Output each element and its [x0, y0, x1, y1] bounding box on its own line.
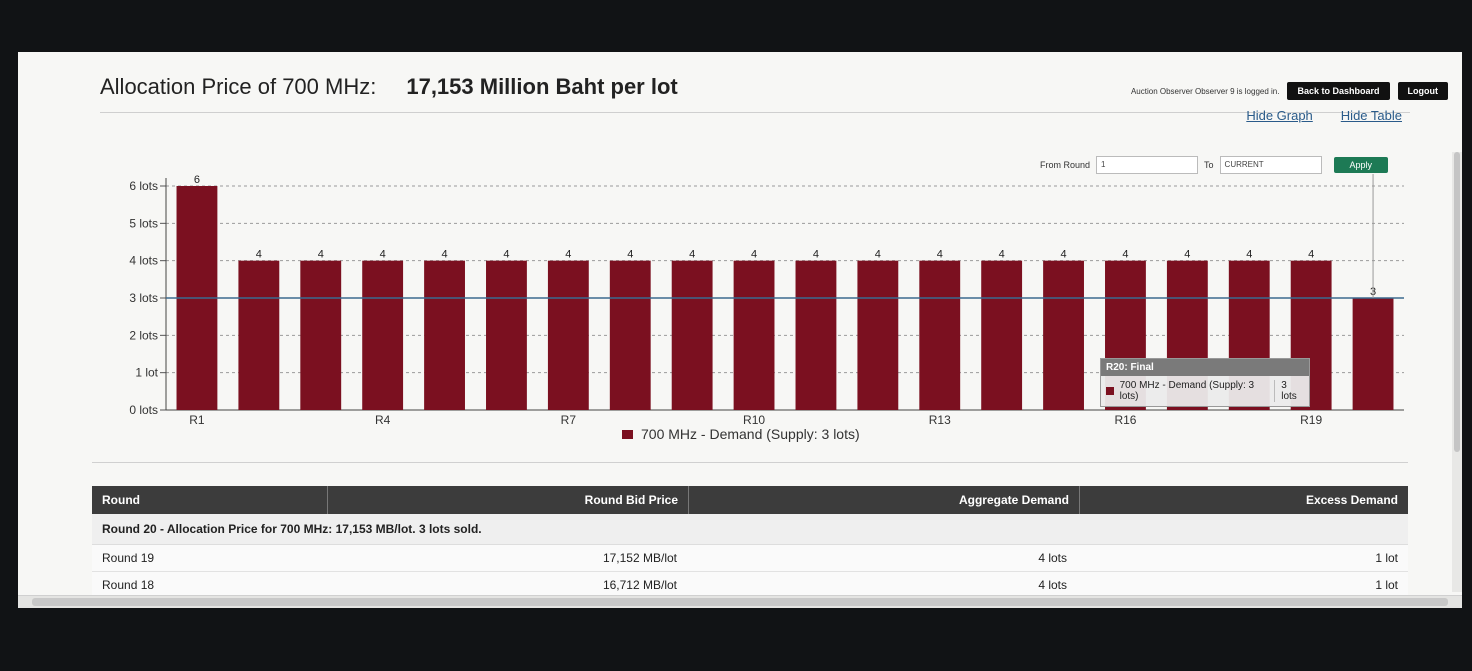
from-round-label: From Round: [1040, 160, 1091, 170]
y-tick-label: 1 lot: [135, 366, 158, 380]
x-tick-label: R13: [929, 413, 951, 427]
bar: [362, 260, 404, 410]
bar: [795, 260, 837, 410]
header-round[interactable]: Round: [92, 486, 328, 514]
bar: [486, 260, 527, 410]
bar: [1043, 260, 1084, 410]
tooltip-series: 700 MHz - Demand (Supply: 3 lots): [1119, 380, 1255, 402]
x-tick-label: R16: [1114, 413, 1136, 427]
allocation-price-value: 17,153 Million Baht per lot: [406, 74, 678, 99]
to-round-input[interactable]: CURRENT: [1219, 156, 1322, 174]
y-tick-label: 2 lots: [129, 328, 158, 342]
hide-table-link[interactable]: Hide Table: [1340, 108, 1402, 123]
data-label: 4: [503, 249, 509, 261]
data-label: 4: [1308, 249, 1314, 261]
rounds-table: Round Round Bid Price Aggregate Demand E…: [92, 486, 1408, 599]
cell-demand: 4 lots: [1038, 578, 1067, 592]
data-label: 4: [1184, 249, 1190, 261]
round-filter: From Round 1 To CURRENT Apply: [1040, 156, 1389, 174]
cell-price: 17,152 MB/lot: [602, 551, 677, 565]
allocation-row: Round 20 - Allocation Price for 700 MHz:…: [92, 514, 1408, 545]
data-label: 4: [441, 249, 447, 261]
data-label: 4: [813, 249, 819, 261]
data-label: 4: [318, 249, 324, 261]
tooltip-value: 3 lots: [1274, 380, 1304, 402]
back-to-dashboard-button[interactable]: Back to Dashboard: [1287, 82, 1390, 100]
y-tick-label: 4 lots: [129, 254, 158, 268]
section-divider: [92, 462, 1408, 463]
data-label: 4: [565, 249, 571, 261]
data-label: 4: [380, 249, 386, 261]
bar: [919, 260, 961, 410]
data-label: 4: [1122, 249, 1128, 261]
cell-price: 16,712 MB/lot: [602, 578, 677, 592]
x-tick-label: R7: [561, 413, 577, 427]
data-label: 4: [937, 249, 943, 261]
x-tick-label: R19: [1300, 413, 1322, 427]
chart-tooltip: R20: Final 700 MHz - Demand (Supply: 3 l…: [1100, 358, 1310, 407]
header-aggregate-demand[interactable]: Aggregate Demand: [689, 486, 1080, 514]
view-links: Hide Graph Hide Table: [1246, 108, 1402, 123]
title-divider: [100, 112, 1410, 113]
login-status: Auction Observer Observer 9 is logged in…: [1130, 86, 1280, 96]
bar: [671, 260, 713, 410]
cell-excess: 1 lot: [1375, 578, 1398, 592]
user-bar: Auction Observer Observer 9 is logged in…: [1131, 82, 1448, 100]
data-label: 4: [1246, 249, 1252, 261]
title-label: Allocation Price of 700 MHz:: [100, 74, 377, 99]
hide-graph-link[interactable]: Hide Graph: [1246, 108, 1313, 123]
horizontal-scrollbar[interactable]: [18, 595, 1462, 608]
cell-demand: 4 lots: [1038, 551, 1067, 565]
x-tick-label: R10: [743, 413, 765, 427]
data-label: 4: [627, 249, 633, 261]
header-round-bid-price[interactable]: Round Bid Price: [328, 486, 689, 514]
bar: [981, 260, 1023, 410]
header-excess-demand[interactable]: Excess Demand: [1305, 493, 1398, 507]
page-title: Allocation Price of 700 MHz: 17,153 Milli…: [100, 74, 678, 100]
y-tick-label: 0 lots: [129, 403, 158, 417]
tooltip-swatch: [1106, 387, 1114, 395]
bar: [857, 260, 899, 410]
cell-excess: 1 lot: [1375, 551, 1398, 565]
cell-round: Round 18: [102, 578, 155, 592]
y-tick-label: 6 lots: [129, 179, 158, 193]
apply-button[interactable]: Apply: [1333, 157, 1389, 173]
data-label: 4: [999, 249, 1005, 261]
bar: [547, 260, 589, 410]
data-label: 4: [751, 249, 757, 261]
bar: [609, 260, 651, 410]
data-label: 4: [1060, 249, 1066, 261]
y-tick-label: 5 lots: [129, 216, 158, 230]
x-tick-label: R4: [375, 413, 391, 427]
bar: [1352, 298, 1394, 410]
to-round-label: To: [1204, 160, 1214, 170]
bar: [733, 260, 775, 410]
tooltip-title: R20: Final: [1101, 359, 1309, 376]
logout-button[interactable]: Logout: [1397, 82, 1448, 100]
x-tick-label: R1: [189, 413, 205, 427]
vertical-scrollbar[interactable]: [1452, 152, 1462, 592]
y-tick-label: 3 lots: [129, 291, 158, 305]
data-label: 4: [689, 249, 695, 261]
data-label: 6: [194, 174, 200, 186]
chart-legend[interactable]: 700 MHz - Demand (Supply: 3 lots): [622, 426, 860, 442]
legend-swatch: [622, 429, 633, 439]
from-round-input[interactable]: 1: [1096, 156, 1199, 174]
bar: [238, 260, 280, 410]
table-row[interactable]: Round 19 17,152 MB/lot 4 lots 1 lot: [92, 545, 1408, 572]
data-label: 4: [256, 249, 262, 261]
app-screen: Allocation Price of 700 MHz: 17,153 Milli…: [18, 52, 1462, 608]
bar: [300, 260, 342, 410]
legend-label: 700 MHz - Demand (Supply: 3 lots): [641, 426, 860, 442]
data-label: 4: [875, 249, 881, 261]
cell-round: Round 19: [102, 551, 155, 565]
bar: [424, 260, 465, 410]
table-header: Round Round Bid Price Aggregate Demand E…: [92, 486, 1408, 514]
